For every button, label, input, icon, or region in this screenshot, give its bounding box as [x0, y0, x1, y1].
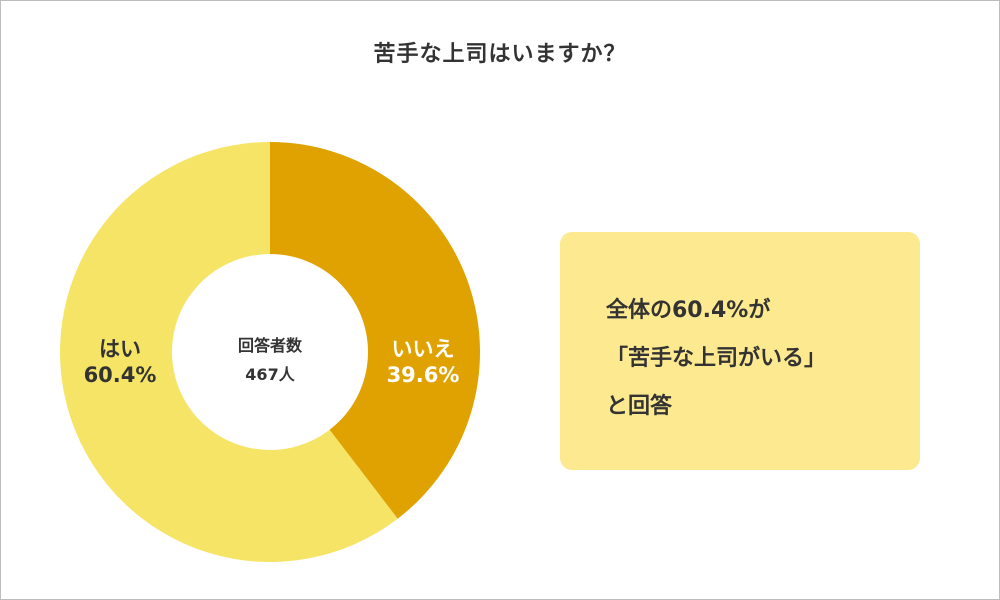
slice-value-yes: 60.4%	[84, 363, 157, 387]
center-label-respondents: 回答者数	[238, 336, 303, 355]
callout-line-3: と回答	[606, 394, 673, 419]
callout-line-2: 「苦手な上司がいる」	[606, 346, 827, 371]
center-label-count: 467人	[245, 365, 295, 384]
chart-title: 苦手な上司はいますか？	[373, 42, 627, 67]
slice-label-yes: はい	[99, 337, 141, 361]
slice-label-no: いいえ	[392, 337, 455, 361]
pie-slice-no	[270, 142, 481, 519]
donut-hole	[172, 254, 368, 450]
summary-callout: 全体の60.4%が 「苦手な上司がいる」 と回答	[560, 232, 920, 470]
slice-value-no: 39.6%	[387, 363, 460, 387]
callout-line-1: 全体の60.4%が	[606, 298, 771, 323]
